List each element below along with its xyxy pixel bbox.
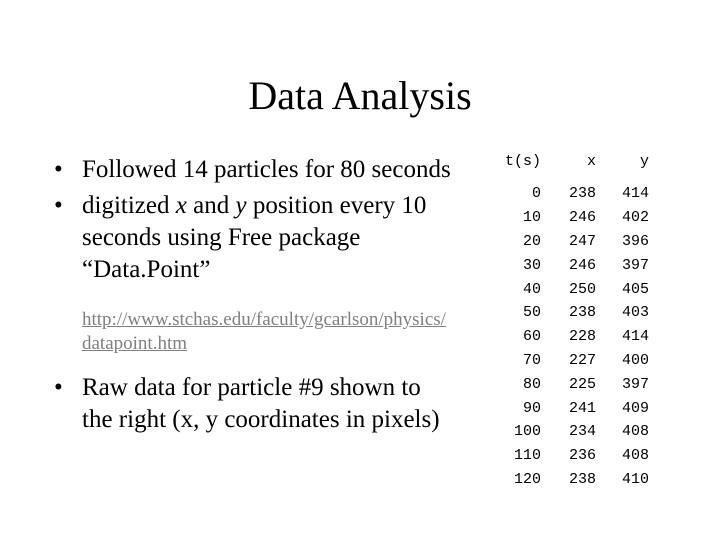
bullet-text-part: digitized [82,192,176,219]
cell-x: 225 [568,375,596,393]
table-row: 100 234 408 [498,420,649,444]
bullet-marker: • [54,156,63,183]
table-row: 120 238 410 [498,468,649,492]
column-header-x: x [586,152,596,170]
cell-t: 10 [522,209,541,227]
cell-t: 0 [531,185,541,203]
cell-x: 234 [568,423,596,441]
cell-t: 30 [522,256,541,274]
slide-title: Data Analysis [248,73,472,118]
bullet-item: • Raw data for particle #9 shown to the … [52,372,452,436]
x-variable: x [175,192,187,219]
table-body: 0 238 414 10 246 402 20 247 396 30 246 397 40 250 405 5… [498,182,649,491]
cell-y: 409 [621,399,649,417]
cell-y: 414 [621,328,649,346]
cell-t: 50 [522,304,541,322]
cell-t: 70 [522,351,541,369]
datapoint-link[interactable]: http://www.stchas.edu/faculty/gcarlson/p… [82,309,446,354]
table-row: 30 246 397 [498,253,649,277]
cell-x: 241 [568,399,596,417]
cell-x: 238 [568,470,596,488]
bullet-text: Followed 14 particles for 80 seconds [82,156,451,183]
bullet-text-part: position every 10 seconds using Free pac… [82,192,427,283]
cell-x: 227 [568,351,596,369]
table-row: 110 236 408 [498,444,649,468]
cell-x: 228 [568,328,596,346]
cell-x: 246 [568,256,596,274]
column-header-y: y [639,152,649,170]
cell-y: 397 [621,256,649,274]
cell-t: 40 [522,280,541,298]
cell-y: 400 [621,351,649,369]
cell-t: 120 [513,470,541,488]
table-row: 80 225 397 [498,372,649,396]
table-row: 10 246 402 [498,206,649,230]
cell-t: 90 [522,399,541,417]
cell-x: 247 [568,232,596,250]
cell-y: 408 [621,423,649,441]
table-header-row: t(s) x y [498,149,649,182]
table-row: 20 247 396 [498,230,649,254]
bullet-list: • Followed 14 particles for 80 seconds •… [52,154,452,436]
table-row: 0 238 414 [498,182,649,206]
cell-y: 396 [621,232,649,250]
table-row: 90 241 409 [498,396,649,420]
bullet-text: digitized x and y position every 10 seco… [82,192,426,283]
cell-x: 246 [568,209,596,227]
cell-t: 60 [522,328,541,346]
bullet-text: Raw data for particle #9 shown to the ri… [82,374,440,433]
table-row: 60 228 414 [498,325,649,349]
cell-y: 405 [621,280,649,298]
bullet-marker: • [54,192,63,219]
column-header-t: t(s) [504,152,541,170]
cell-t: 100 [513,423,541,441]
raw-data-table: t(s) x y 0 238 414 10 246 402 20 247 396 30 246 397… [498,149,649,491]
bullet-marker: • [54,374,63,401]
bullet-item: • Followed 14 particles for 80 seconds [52,154,452,186]
bullet-text-part: and [186,192,236,219]
cell-y: 403 [621,304,649,322]
y-variable: y [235,192,247,219]
table-row: 70 227 400 [498,349,649,373]
cell-y: 414 [621,185,649,203]
cell-x: 236 [568,447,596,465]
cell-t: 80 [522,375,541,393]
cell-x: 238 [568,304,596,322]
cell-y: 410 [621,470,649,488]
cell-y: 408 [621,447,649,465]
cell-t: 110 [513,447,541,465]
bullet-item: • digitized x and y position every 10 se… [52,190,452,286]
cell-y: 402 [621,209,649,227]
cell-x: 238 [568,185,596,203]
table-row: 50 238 403 [498,301,649,325]
table-row: 40 250 405 [498,277,649,301]
cell-t: 20 [522,232,541,250]
cell-y: 397 [621,375,649,393]
cell-x: 250 [568,280,596,298]
